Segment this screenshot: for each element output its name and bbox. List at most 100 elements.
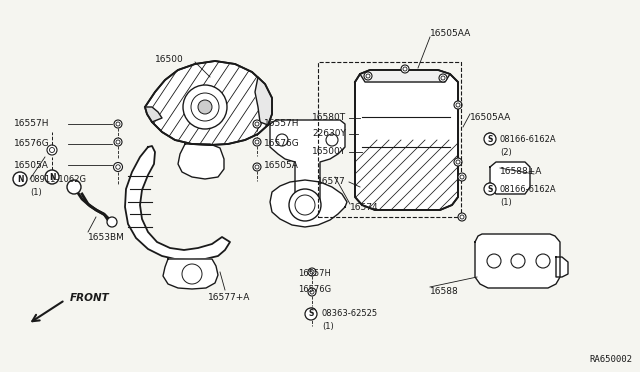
Circle shape — [113, 163, 122, 171]
Text: S: S — [308, 310, 314, 318]
Text: 16574: 16574 — [350, 202, 379, 212]
Circle shape — [456, 160, 460, 164]
Text: 16588: 16588 — [430, 288, 459, 296]
Text: (1): (1) — [322, 323, 333, 331]
Circle shape — [182, 264, 202, 284]
Circle shape — [458, 213, 466, 221]
Circle shape — [116, 140, 120, 144]
Circle shape — [13, 172, 27, 186]
Circle shape — [460, 215, 464, 219]
Circle shape — [49, 148, 54, 153]
Circle shape — [310, 290, 314, 294]
Text: (2): (2) — [500, 148, 512, 157]
Circle shape — [401, 65, 409, 73]
Text: N: N — [17, 174, 23, 183]
Text: 16505A: 16505A — [264, 160, 299, 170]
Polygon shape — [178, 144, 224, 179]
Polygon shape — [163, 259, 218, 289]
Circle shape — [253, 163, 261, 171]
Circle shape — [305, 308, 317, 320]
Circle shape — [255, 165, 259, 169]
Text: (1): (1) — [30, 187, 42, 196]
Circle shape — [439, 74, 447, 82]
Circle shape — [116, 122, 120, 126]
Bar — [318, 62, 461, 217]
Text: FRONT: FRONT — [70, 293, 109, 303]
Circle shape — [454, 101, 462, 109]
Circle shape — [454, 158, 462, 166]
Text: 16580T: 16580T — [312, 113, 346, 122]
Circle shape — [486, 133, 494, 141]
Text: 16557H: 16557H — [298, 269, 331, 278]
Circle shape — [253, 138, 261, 146]
Polygon shape — [145, 107, 162, 122]
Circle shape — [114, 138, 122, 146]
Text: 16505AA: 16505AA — [470, 112, 511, 122]
Text: S: S — [487, 185, 493, 193]
Text: 16577: 16577 — [317, 177, 346, 186]
Circle shape — [191, 93, 219, 121]
Circle shape — [67, 180, 81, 194]
Circle shape — [255, 122, 259, 126]
Circle shape — [116, 165, 120, 169]
Circle shape — [456, 103, 460, 107]
Text: 16505A: 16505A — [14, 160, 49, 170]
Circle shape — [289, 189, 321, 221]
Circle shape — [308, 268, 316, 276]
Text: RA650002: RA650002 — [589, 355, 632, 364]
Text: 08166-6162A: 08166-6162A — [500, 185, 557, 193]
Circle shape — [488, 135, 492, 139]
Circle shape — [484, 133, 496, 145]
Circle shape — [488, 185, 492, 189]
Polygon shape — [490, 162, 530, 194]
Circle shape — [484, 183, 496, 195]
Circle shape — [253, 120, 261, 128]
Circle shape — [107, 217, 117, 227]
Text: 16557H: 16557H — [14, 119, 49, 128]
Text: S: S — [487, 135, 493, 144]
Circle shape — [441, 76, 445, 80]
Circle shape — [364, 72, 372, 80]
Circle shape — [486, 183, 494, 191]
Text: 16588+A: 16588+A — [500, 167, 542, 176]
Circle shape — [114, 120, 122, 128]
Text: 16577+A: 16577+A — [208, 292, 250, 301]
Polygon shape — [255, 77, 272, 125]
Text: 08363-62525: 08363-62525 — [322, 310, 378, 318]
Circle shape — [326, 134, 338, 146]
Circle shape — [183, 85, 227, 129]
Text: 16557H: 16557H — [264, 119, 300, 128]
Polygon shape — [145, 61, 272, 145]
Circle shape — [308, 288, 316, 296]
Polygon shape — [270, 180, 347, 227]
Text: N: N — [49, 173, 55, 182]
Circle shape — [536, 254, 550, 268]
Text: 16500: 16500 — [155, 55, 184, 64]
Circle shape — [366, 74, 370, 78]
Text: 16505AA: 16505AA — [430, 29, 471, 38]
Polygon shape — [556, 257, 568, 277]
Circle shape — [295, 195, 315, 215]
Text: 16576G: 16576G — [264, 138, 300, 148]
Circle shape — [198, 100, 212, 114]
Polygon shape — [360, 70, 450, 82]
Text: 1653BM: 1653BM — [88, 232, 125, 241]
Text: 22630Y: 22630Y — [312, 129, 346, 138]
Polygon shape — [125, 146, 230, 260]
Circle shape — [458, 173, 466, 181]
Text: 16500Y: 16500Y — [312, 148, 346, 157]
Polygon shape — [270, 120, 345, 212]
Circle shape — [308, 308, 316, 316]
Circle shape — [460, 175, 464, 179]
Circle shape — [511, 254, 525, 268]
Polygon shape — [475, 234, 560, 288]
Circle shape — [310, 310, 314, 314]
Circle shape — [310, 270, 314, 274]
Circle shape — [487, 254, 501, 268]
Circle shape — [276, 134, 288, 146]
Text: 16576G: 16576G — [14, 140, 50, 148]
Text: (1): (1) — [500, 198, 512, 206]
Text: 08911-1062G: 08911-1062G — [30, 174, 87, 183]
Circle shape — [45, 170, 59, 184]
Text: 16576G: 16576G — [298, 285, 331, 295]
